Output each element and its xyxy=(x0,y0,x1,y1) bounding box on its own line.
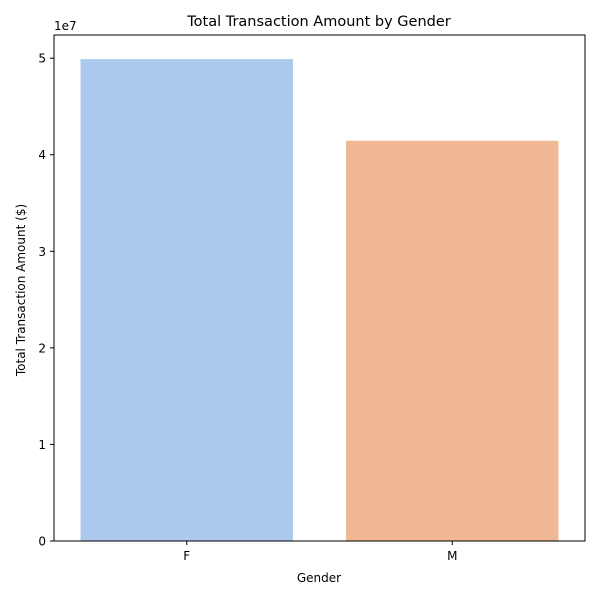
y-tick-label-1: 1 xyxy=(38,438,46,452)
y-tick-label-5: 5 xyxy=(38,52,46,66)
axes-layer: F M 0 1 2 3 4 5 xyxy=(38,34,586,563)
y-tick-label-3: 3 xyxy=(38,245,46,259)
y-axis-offset-label: 1e7 xyxy=(54,19,77,33)
y-tick-label-0: 0 xyxy=(38,535,46,549)
x-tick-label-m: M xyxy=(447,549,457,563)
y-tick-label-4: 4 xyxy=(38,148,46,162)
chart-title: Total Transaction Amount by Gender xyxy=(186,14,450,30)
bar-f xyxy=(80,59,293,541)
x-tick-label-f: F xyxy=(183,549,190,563)
x-axis-label: Gender xyxy=(297,571,341,585)
bar-m xyxy=(346,140,559,541)
bars-layer xyxy=(80,59,559,541)
plot-frame xyxy=(53,34,586,542)
y-tick-label-2: 2 xyxy=(38,341,46,355)
y-axis-label: Total Transaction Amount ($) xyxy=(14,204,28,377)
